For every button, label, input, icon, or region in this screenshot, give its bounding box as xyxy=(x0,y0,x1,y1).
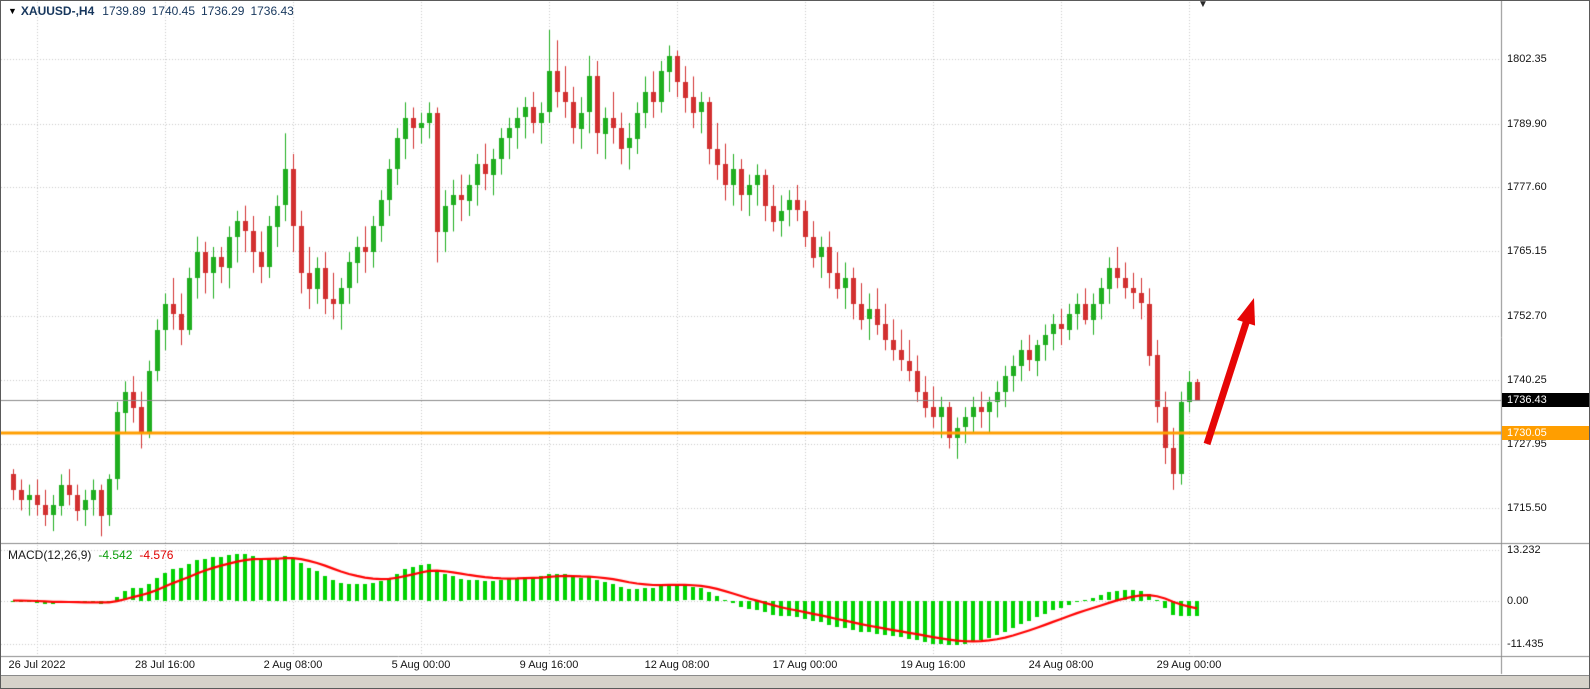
ohlc-close-value: 1736.43 xyxy=(250,4,294,18)
date-scale-label: 2 Aug 08:00 xyxy=(263,659,323,671)
chart-shift-marker-icon[interactable]: ▼ xyxy=(1198,0,1208,10)
date-scale[interactable]: 26 Jul 2022 28 Jul 16:00 2 Aug 08:00 5 Aug … xyxy=(1,657,1501,674)
macd-name: MACD(12,26,9) xyxy=(8,548,92,562)
window-bottom-frame xyxy=(1,675,1589,688)
macd-scale-label: 0.00 xyxy=(1507,594,1529,607)
price-scale-label: 1740.25 xyxy=(1507,374,1547,387)
date-scale-label: 29 Aug 00:00 xyxy=(1156,659,1222,671)
macd-signal-value: -4.576 xyxy=(139,548,174,562)
price-scale-label: 1802.35 xyxy=(1507,53,1547,66)
hline-price-badge: 1730.05 xyxy=(1502,425,1589,440)
chart-title-bar: ▼ XAUUSD-,H4 1739.89 1740.45 1736.29 1736.43 xyxy=(8,4,300,18)
ohlc-open-value: 1739.89 xyxy=(102,4,146,18)
price-scale[interactable]: 1802.35 1789.90 1777.60 1765.15 1752.70 1740.… xyxy=(1501,1,1589,674)
date-scale-label: 5 Aug 00:00 xyxy=(391,659,451,671)
date-scale-label: 17 Aug 00:00 xyxy=(772,659,838,671)
date-scale-label: 12 Aug 08:00 xyxy=(644,659,710,671)
date-scale-label: 24 Aug 08:00 xyxy=(1028,659,1094,671)
price-scale-label: 1727.95 xyxy=(1507,437,1547,450)
price-scale-label: 1777.60 xyxy=(1507,181,1547,194)
price-scale-label: 1715.50 xyxy=(1507,501,1547,514)
date-scale-label: 26 Jul 2022 xyxy=(8,659,66,671)
current-price-badge: 1736.43 xyxy=(1502,392,1589,407)
ohlc-low-value: 1736.29 xyxy=(201,4,245,18)
macd-scale-label: 13.232 xyxy=(1507,544,1541,557)
symbol-timeframe-label: XAUUSD-,H4 xyxy=(20,4,95,18)
date-scale-label: 19 Aug 16:00 xyxy=(900,659,966,671)
collapse-triangle-icon[interactable]: ▼ xyxy=(8,6,17,16)
price-scale-label: 1789.90 xyxy=(1507,117,1547,130)
macd-main-value: -4.542 xyxy=(98,548,133,562)
macd-indicator-label: MACD(12,26,9) -4.542 -4.576 xyxy=(8,548,173,562)
date-scale-label: 28 Jul 16:00 xyxy=(135,659,195,671)
date-scale-label: 9 Aug 16:00 xyxy=(519,659,579,671)
price-scale-label: 1765.15 xyxy=(1507,245,1547,258)
price-scale-label: 1752.70 xyxy=(1507,309,1547,322)
ohlc-high-value: 1740.45 xyxy=(151,4,196,18)
macd-scale-label: -11.435 xyxy=(1507,638,1544,651)
